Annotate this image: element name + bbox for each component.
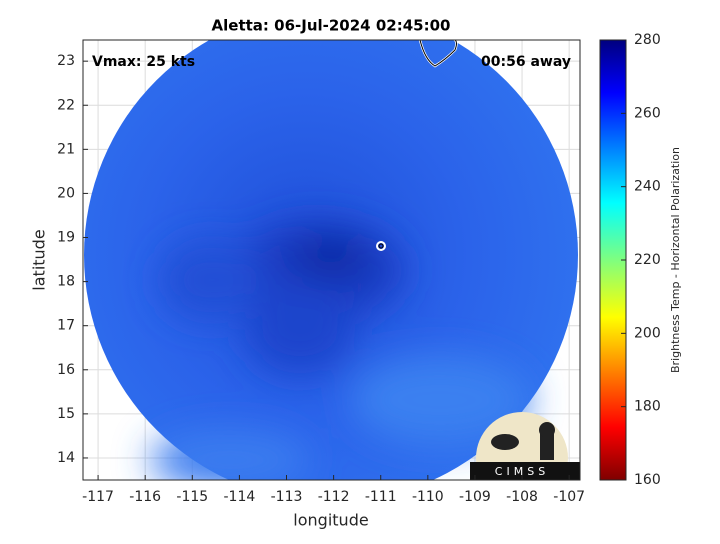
x-tick-label: -110 [412,489,444,505]
x-tick-label: -108 [506,489,538,505]
x-tick-label: -116 [129,489,161,505]
cold-cloud [150,220,530,480]
y-tick-label: 14 [57,450,75,466]
x-tick-label: -107 [553,489,585,505]
y-tick-label: 16 [57,362,75,378]
colorbar-tick-label: 240 [634,179,661,195]
x-tick-label: -117 [82,489,114,505]
x-tick-label: -114 [224,489,256,505]
y-tick-label: 22 [57,97,75,113]
plot-frame [82,39,581,481]
y-axis-label: latitude [30,229,49,290]
satellite-image [84,40,578,480]
colorbar-tick-label: 200 [634,325,661,341]
y-tick-label: 18 [57,274,75,290]
y-tick-label: 23 [57,53,75,69]
y-tick-label: 19 [57,230,75,246]
colorbar-tick-label: 180 [634,399,661,415]
logo-text: CIMSS [495,465,549,478]
y-tick-label: 21 [57,141,75,157]
colorbar-tick-label: 280 [634,32,661,48]
chart-title: Aletta: 06-Jul-2024 02:45:00 [212,17,451,35]
colorbar-tick-label: 160 [634,472,661,488]
y-tick-label: 17 [57,318,75,334]
x-tick-label: -109 [459,489,491,505]
y-tick-label: 20 [57,185,75,201]
colorbar-label: Brightness Temp - Horizontal Polarizatio… [669,147,682,373]
annotation: 00:56 away [481,54,571,70]
logo [470,412,580,480]
x-tick-label: -112 [318,489,350,505]
annotation: Vmax: 25 kts [92,54,195,70]
x-axis-label: longitude [293,511,368,530]
colorbar-tick-label: 220 [634,252,661,268]
x-tick-label: -113 [271,489,303,505]
y-tick-label: 15 [57,406,75,422]
colorbar-tick-label: 260 [634,105,661,121]
x-tick-label: -115 [176,489,208,505]
x-tick-label: -111 [365,489,397,505]
